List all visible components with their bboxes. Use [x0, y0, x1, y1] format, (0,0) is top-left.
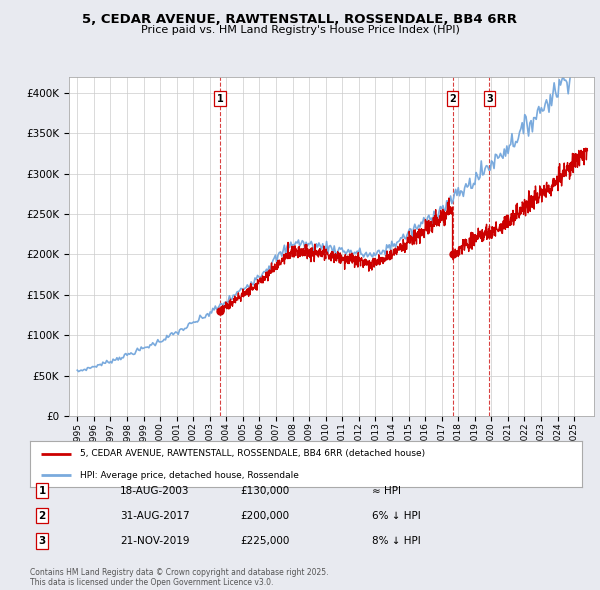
Text: 3: 3 — [486, 94, 493, 104]
Text: £225,000: £225,000 — [240, 536, 289, 546]
Text: 6% ↓ HPI: 6% ↓ HPI — [372, 511, 421, 520]
Text: 2: 2 — [449, 94, 456, 104]
Text: 8% ↓ HPI: 8% ↓ HPI — [372, 536, 421, 546]
Text: Price paid vs. HM Land Registry's House Price Index (HPI): Price paid vs. HM Land Registry's House … — [140, 25, 460, 35]
Text: 1: 1 — [38, 486, 46, 496]
Text: 5, CEDAR AVENUE, RAWTENSTALL, ROSSENDALE, BB4 6RR: 5, CEDAR AVENUE, RAWTENSTALL, ROSSENDALE… — [83, 13, 517, 26]
Text: 5, CEDAR AVENUE, RAWTENSTALL, ROSSENDALE, BB4 6RR (detached house): 5, CEDAR AVENUE, RAWTENSTALL, ROSSENDALE… — [80, 449, 425, 458]
Text: 3: 3 — [38, 536, 46, 546]
Text: 2: 2 — [38, 511, 46, 520]
Text: 21-NOV-2019: 21-NOV-2019 — [120, 536, 190, 546]
Text: 1: 1 — [217, 94, 224, 104]
Text: 31-AUG-2017: 31-AUG-2017 — [120, 511, 190, 520]
Text: 18-AUG-2003: 18-AUG-2003 — [120, 486, 190, 496]
Text: Contains HM Land Registry data © Crown copyright and database right 2025.
This d: Contains HM Land Registry data © Crown c… — [30, 568, 329, 587]
Text: £200,000: £200,000 — [240, 511, 289, 520]
Text: ≈ HPI: ≈ HPI — [372, 486, 401, 496]
Text: £130,000: £130,000 — [240, 486, 289, 496]
Text: HPI: Average price, detached house, Rossendale: HPI: Average price, detached house, Ross… — [80, 471, 299, 480]
